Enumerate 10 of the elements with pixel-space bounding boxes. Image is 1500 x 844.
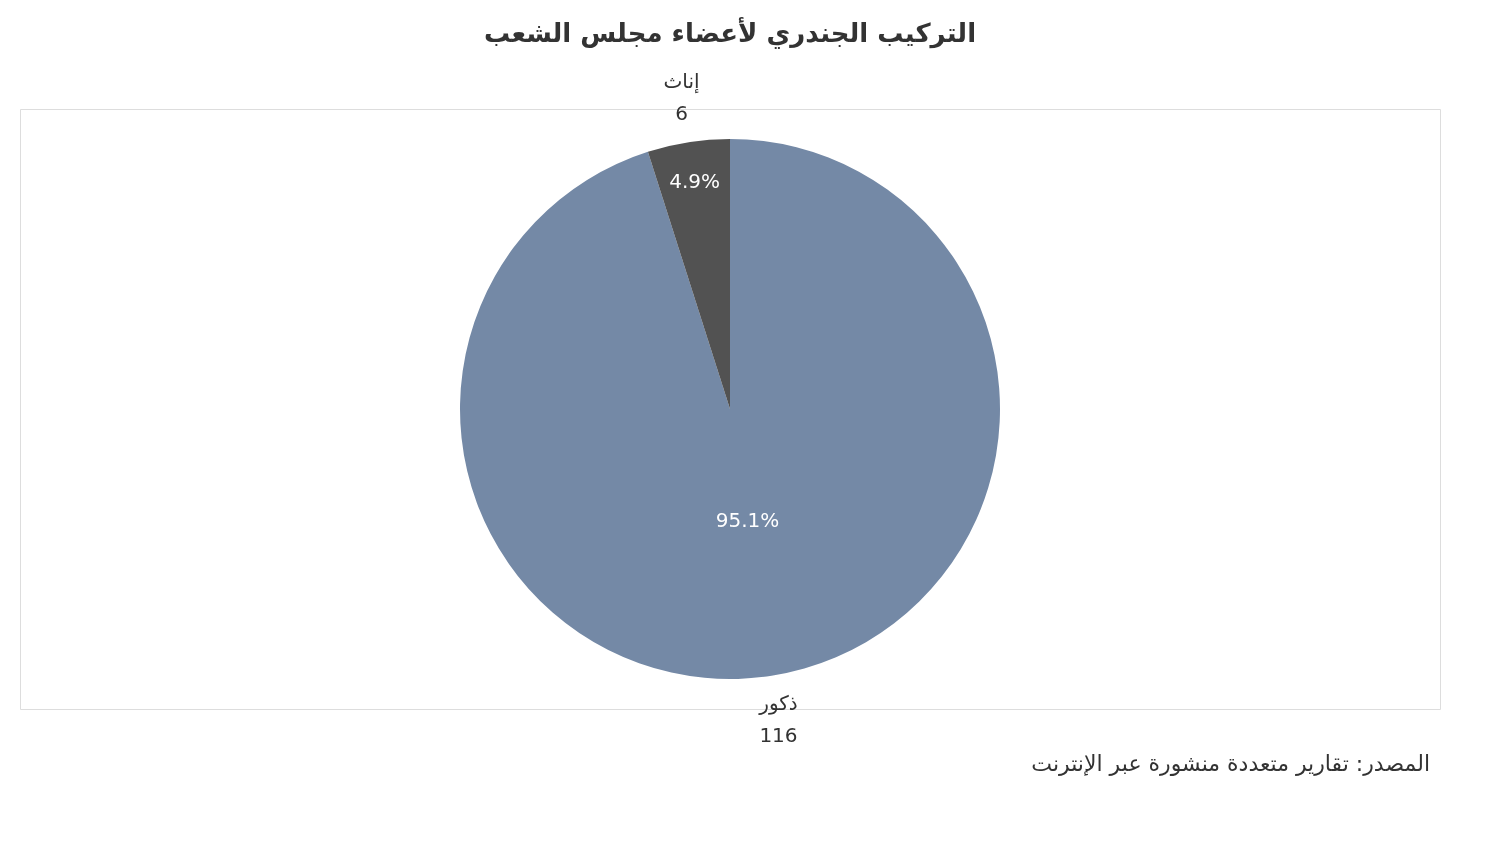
text: 95.1%: [715, 508, 780, 533]
slice-label: ذكور: [758, 691, 798, 716]
data-label: 6: [675, 100, 688, 125]
chart-title: التركيب الجندري لأعضاء مجلس الشعب: [483, 16, 977, 49]
data-label: 116: [759, 723, 798, 748]
text: 4.9%: [669, 169, 721, 194]
slice-label: إناث: [663, 68, 700, 94]
pie-slice: [647, 139, 730, 409]
pie-slice: [460, 139, 1000, 679]
text: المصدر: تقارير متعددة منشورة عبر الإنترنت: [1031, 751, 1430, 776]
